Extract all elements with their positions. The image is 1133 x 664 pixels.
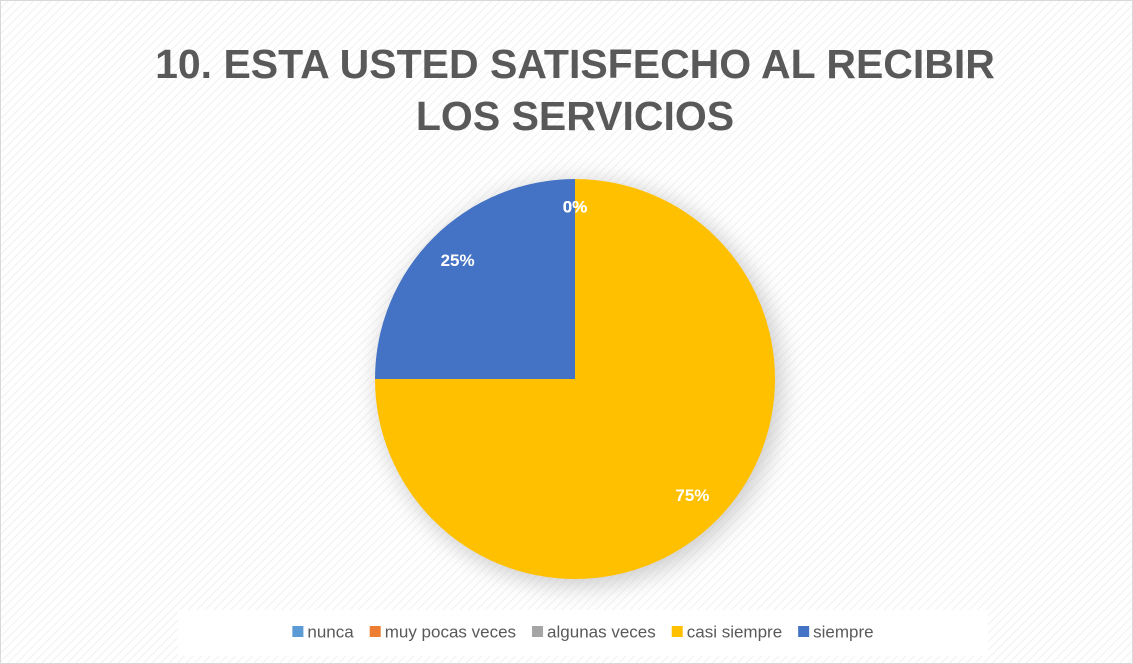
data-label: 75% — [675, 486, 709, 505]
legend-swatch — [798, 626, 810, 637]
legend-box — [178, 610, 988, 656]
data-label: 25% — [441, 251, 475, 270]
legend-swatch — [671, 626, 683, 637]
legend-label: algunas veces — [547, 622, 656, 641]
chart-title: 10. ESTA USTED SATISFECHO AL RECIBIR LOS… — [155, 41, 995, 139]
legend-swatch — [369, 626, 381, 637]
legend-label: muy pocas veces — [385, 622, 516, 641]
legend-label: nunca — [307, 622, 354, 641]
legend-label: siempre — [813, 622, 873, 641]
legend-label: casi siempre — [687, 622, 782, 641]
data-label: 0% — [563, 197, 588, 216]
pie-slice — [375, 179, 575, 379]
legend-swatch — [532, 626, 544, 637]
legend-swatch — [292, 626, 304, 637]
data-label: 0% — [563, 197, 588, 216]
data-label: 0% — [563, 197, 588, 216]
